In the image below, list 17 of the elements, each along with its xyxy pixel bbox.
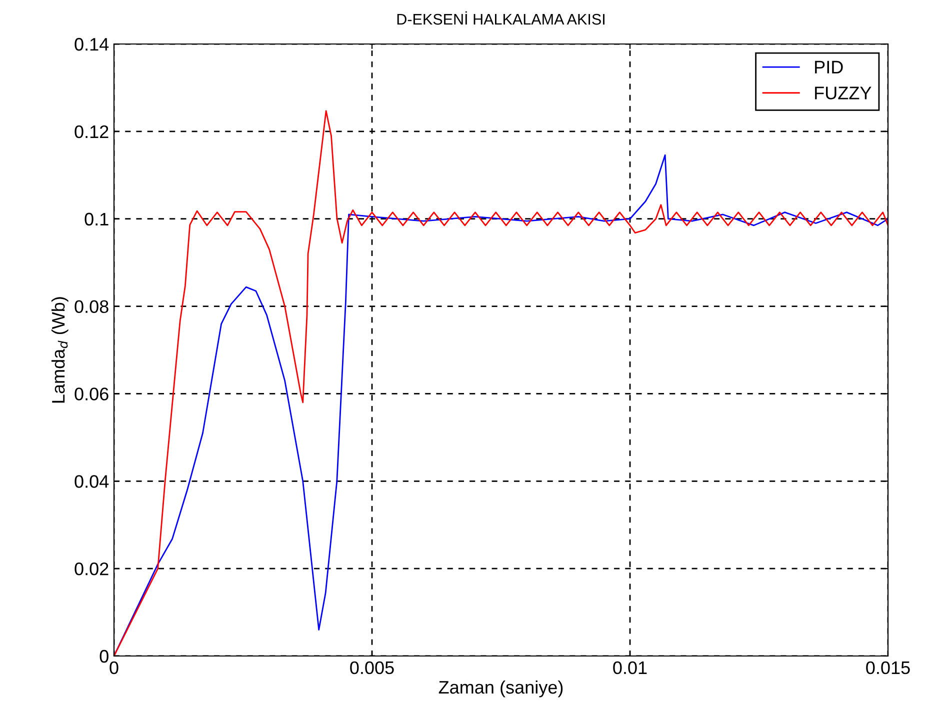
chart-title: D-EKSENİ HALKALAMA AKISI [397, 11, 604, 25]
x-tick-label: 0.015 [866, 661, 910, 674]
x-tick-label: 0.005 [350, 661, 394, 674]
y-tick-label: 0.12 [74, 125, 108, 138]
legend-label: PID [815, 60, 843, 74]
y-tick-label: 0.08 [74, 300, 108, 314]
x-axis-title: Zaman (saniye) [438, 680, 563, 698]
y-tick-label: 0.1 [84, 212, 108, 226]
y-axis-title: Lamda$_{d}$ (Wb) [51, 297, 68, 403]
y-tick-label: 0 [100, 650, 108, 663]
y-tick-label: 0.02 [74, 562, 108, 576]
legend-label: FUZZY [815, 86, 872, 100]
y-tick-label: 0.14 [74, 38, 109, 51]
x-tick-label: 0.01 [613, 661, 647, 674]
y-tick-label: 0.04 [74, 475, 109, 488]
x-tick-label: 0 [110, 661, 118, 674]
y-tick-label: 0.06 [74, 388, 108, 400]
